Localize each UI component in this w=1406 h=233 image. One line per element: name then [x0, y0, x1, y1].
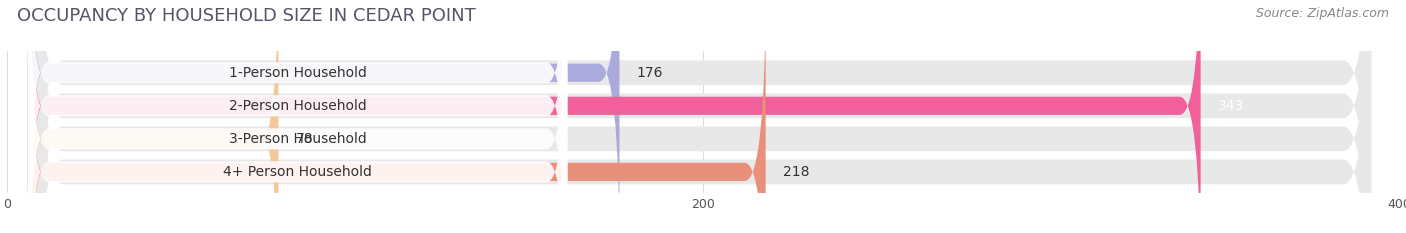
FancyBboxPatch shape [28, 0, 620, 233]
FancyBboxPatch shape [35, 0, 1371, 233]
FancyBboxPatch shape [35, 0, 1371, 233]
Text: 3-Person Household: 3-Person Household [229, 132, 367, 146]
Text: 4+ Person Household: 4+ Person Household [224, 165, 373, 179]
Text: 78: 78 [295, 132, 314, 146]
Text: 218: 218 [783, 165, 810, 179]
FancyBboxPatch shape [28, 0, 278, 233]
FancyBboxPatch shape [28, 0, 766, 233]
Text: 176: 176 [637, 66, 664, 80]
FancyBboxPatch shape [28, 0, 567, 233]
Text: 343: 343 [1218, 99, 1244, 113]
FancyBboxPatch shape [28, 0, 567, 233]
Text: 2-Person Household: 2-Person Household [229, 99, 367, 113]
Text: OCCUPANCY BY HOUSEHOLD SIZE IN CEDAR POINT: OCCUPANCY BY HOUSEHOLD SIZE IN CEDAR POI… [17, 7, 475, 25]
FancyBboxPatch shape [35, 0, 1371, 233]
Text: 1-Person Household: 1-Person Household [229, 66, 367, 80]
Text: Source: ZipAtlas.com: Source: ZipAtlas.com [1256, 7, 1389, 20]
FancyBboxPatch shape [28, 0, 1201, 233]
FancyBboxPatch shape [28, 0, 567, 233]
FancyBboxPatch shape [35, 0, 1371, 233]
FancyBboxPatch shape [28, 0, 567, 233]
